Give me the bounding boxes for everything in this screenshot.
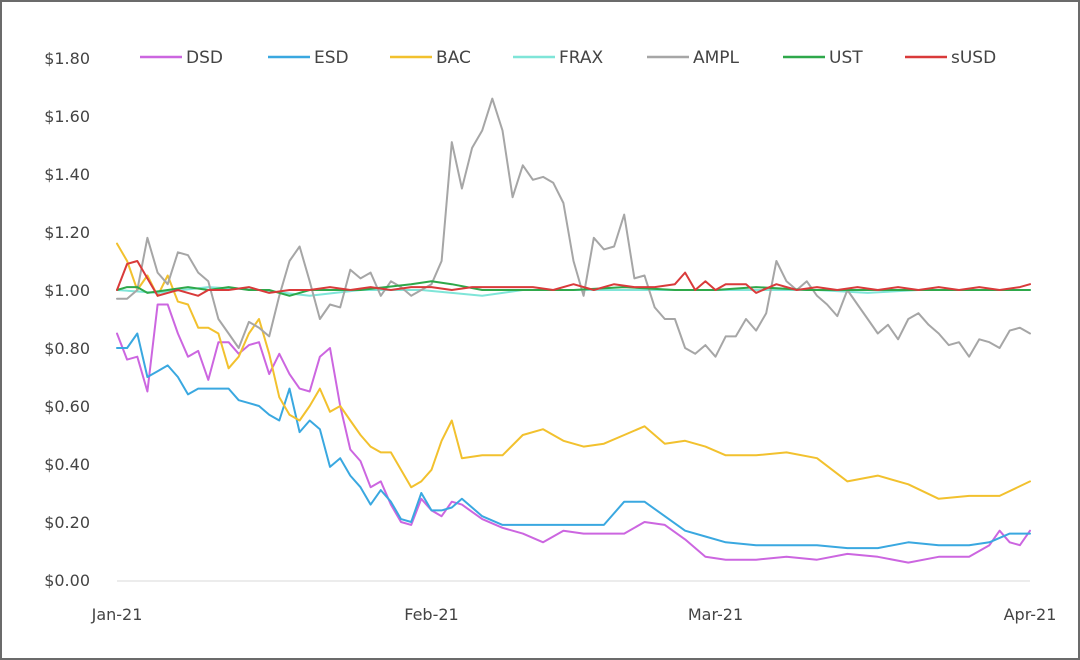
- y-tick-label: $1.00: [44, 281, 90, 300]
- y-tick-label: $0.00: [44, 571, 90, 590]
- series-lines: [116, 97, 1031, 564]
- series-line-bac: [116, 242, 1031, 500]
- series-line-ampl: [116, 97, 1031, 358]
- series-line-dsd: [116, 303, 1031, 564]
- x-axis-ticks: Jan-21 Feb-21 Mar-21 Apr-21: [91, 605, 1057, 624]
- series-line-susd: [116, 260, 1031, 297]
- legend-item-dsd: DSD: [140, 48, 223, 68]
- y-axis-ticks: $1.80 $1.60 $1.40 $1.20 $1.00 $0.80 $0.60 $0.40…: [44, 49, 90, 590]
- legend-item-susd: sUSD: [905, 48, 996, 68]
- legend-item-bac: BAC: [390, 48, 471, 68]
- x-tick-label: Mar-21: [688, 605, 743, 624]
- y-tick-label: $0.80: [44, 339, 90, 358]
- y-tick-label: $1.60: [44, 107, 90, 126]
- y-tick-label: $1.40: [44, 165, 90, 184]
- legend-item-esd: ESD: [268, 48, 349, 68]
- x-tick-label: Jan-21: [91, 605, 143, 624]
- series-line-ust: [116, 280, 1031, 297]
- series-line-esd: [116, 332, 1031, 550]
- x-tick-label: Feb-21: [404, 605, 458, 624]
- legend-label: DSD: [186, 48, 223, 68]
- legend-item-frax: FRAX: [513, 48, 604, 68]
- legend-label: UST: [829, 48, 863, 68]
- legend-label: AMPL: [693, 48, 740, 68]
- legend-item-ust: UST: [783, 48, 863, 68]
- legend: DSD ESD BAC FRAX AMPL UST sUSD: [140, 48, 996, 68]
- y-tick-label: $0.20: [44, 513, 90, 532]
- legend-label: FRAX: [559, 48, 604, 68]
- y-tick-label: $0.60: [44, 397, 90, 416]
- y-tick-label: $1.80: [44, 49, 90, 68]
- legend-label: ESD: [314, 48, 349, 68]
- y-tick-label: $1.20: [44, 223, 90, 242]
- x-tick-label: Apr-21: [1004, 605, 1057, 624]
- legend-label: sUSD: [951, 48, 996, 68]
- y-tick-label: $0.40: [44, 455, 90, 474]
- legend-item-ampl: AMPL: [647, 48, 740, 68]
- legend-label: BAC: [436, 48, 471, 68]
